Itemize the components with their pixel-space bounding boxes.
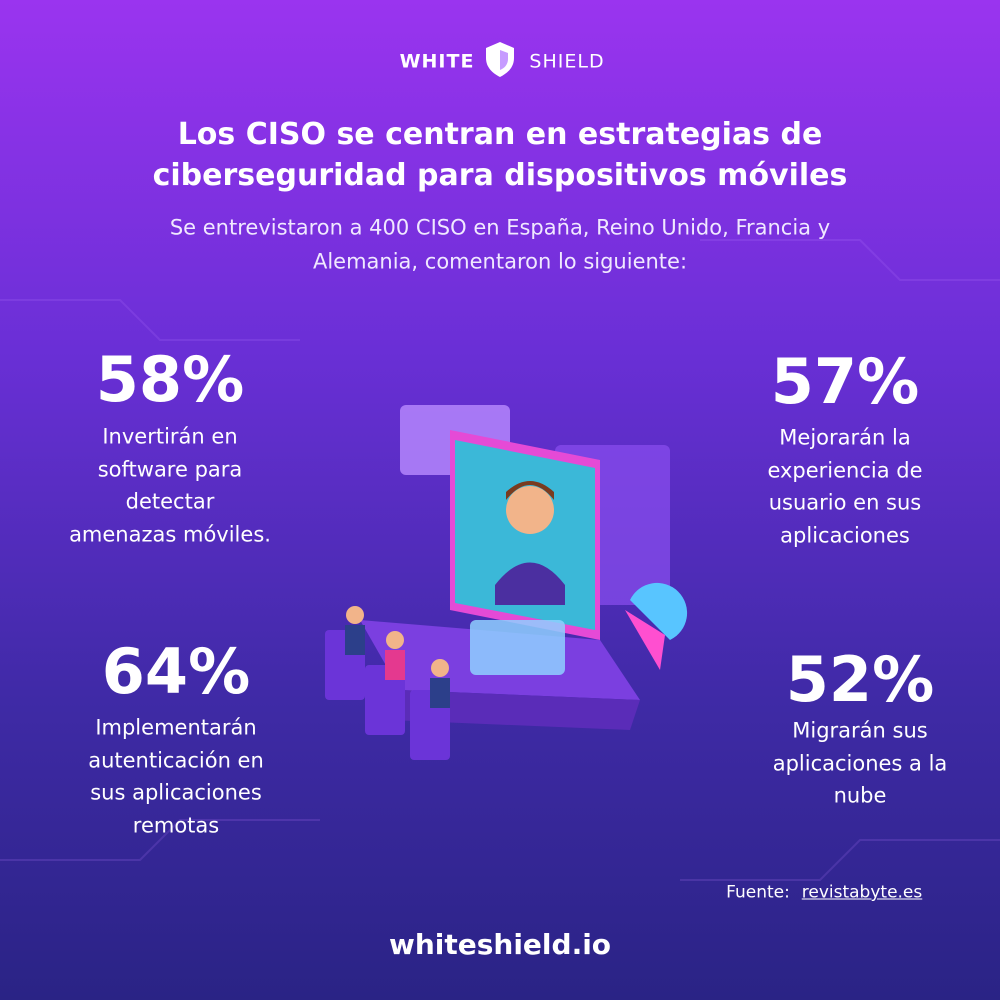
stat-description: Implementarán — [95, 715, 257, 740]
brand-right: SHIELD — [529, 50, 605, 73]
stat-description: Migrarán sus — [792, 718, 928, 743]
stat-description: software para — [97, 457, 243, 481]
stat-description: experiencia de — [767, 458, 923, 482]
stat-description: amenazas móviles. — [69, 522, 271, 546]
stat-description: Mejorarán la — [779, 425, 911, 450]
stat-value: 57% — [770, 345, 920, 418]
stat-description: usuario en sus — [768, 490, 922, 515]
stat-value: 64% — [101, 635, 251, 708]
stat-description: detectar — [125, 489, 215, 514]
title-line: ciberseguridad para dispositivos móviles — [152, 158, 848, 193]
title-line: Los CISO se centran en estrategias de — [177, 117, 823, 152]
stat-description: remotas — [132, 813, 220, 837]
footer-url: whiteshield.io — [388, 928, 612, 961]
source-label: Fuente: — [726, 882, 790, 903]
stat-description: nube — [833, 783, 887, 808]
stat-value: 58% — [95, 343, 245, 416]
brand-left: WHITE — [399, 50, 475, 73]
stat-value: 52% — [785, 643, 935, 716]
source-link[interactable]: revistabyte.es — [801, 882, 923, 903]
stat-description: aplicaciones a la — [772, 751, 948, 775]
stat-description: Invertirán en — [102, 424, 238, 449]
stat-description: sus aplicaciones — [90, 780, 262, 805]
subtitle-line: Se entrevistaron a 400 CISO en España, R… — [169, 215, 831, 240]
stat-description: autenticación en — [88, 748, 264, 772]
stat-description: aplicaciones — [780, 523, 910, 547]
subtitle-line: Alemania, comentaron lo siguiente: — [312, 249, 688, 274]
